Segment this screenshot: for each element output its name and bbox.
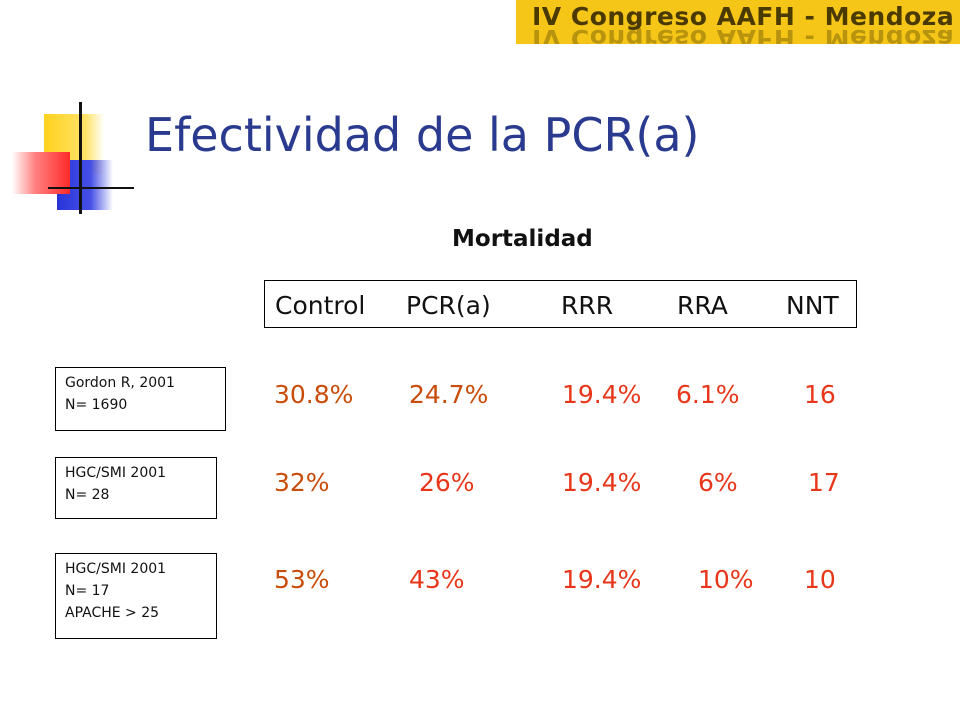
header-control: Control (275, 291, 366, 320)
study-line: APACHE > 25 (65, 605, 160, 621)
cell-nnt: 17 (808, 468, 840, 497)
cell-control: 30.8% (274, 380, 354, 409)
conference-banner: IV Congreso AAFH - Mendoza 2004 IV Congr… (516, 0, 960, 44)
cell-control: 32% (274, 468, 330, 497)
slide-title: Efectividad de la PCR(a) (145, 108, 700, 162)
header-rrr: RRR (561, 291, 614, 320)
decor-horizontal-line (48, 187, 134, 189)
decor-vertical-line (79, 102, 82, 214)
cell-rrr: 19.4% (562, 565, 642, 594)
cell-pcr: 43% (409, 565, 465, 594)
banner-reflection: IV Congreso AAFH - Mendoza 2004 (532, 24, 960, 44)
header-nnt: NNT (786, 291, 839, 320)
cell-rrr: 19.4% (562, 380, 642, 409)
study-line: N= 1690 (65, 397, 128, 413)
cell-rra: 6.1% (676, 380, 740, 409)
table-header: Control PCR(a) RRR RRA NNT (264, 280, 857, 328)
cell-rrr: 19.4% (562, 468, 642, 497)
cell-nnt: 10 (804, 565, 836, 594)
study-line: HGC/SMI 2001 (65, 561, 167, 577)
cell-rra: 6% (698, 468, 738, 497)
cell-pcr: 26% (419, 468, 475, 497)
study-line: HGC/SMI 2001 (65, 465, 167, 481)
cell-pcr: 24.7% (409, 380, 489, 409)
cell-control: 53% (274, 565, 330, 594)
cell-rra: 10% (698, 565, 754, 594)
banner-text: IV Congreso AAFH - Mendoza 2004 (532, 2, 960, 31)
study-line: N= 28 (65, 487, 110, 503)
study-label: Gordon R, 2001 N= 1690 (55, 367, 226, 431)
study-line: Gordon R, 2001 (65, 375, 175, 391)
header-pcr: PCR(a) (406, 291, 491, 320)
header-rra: RRA (677, 291, 728, 320)
study-label: HGC/SMI 2001 N= 28 (55, 457, 217, 519)
study-line: N= 17 (65, 583, 110, 599)
section-subtitle: Mortalidad (452, 226, 593, 252)
cell-nnt: 16 (804, 380, 836, 409)
study-label: HGC/SMI 2001 N= 17 APACHE > 25 (55, 553, 217, 639)
